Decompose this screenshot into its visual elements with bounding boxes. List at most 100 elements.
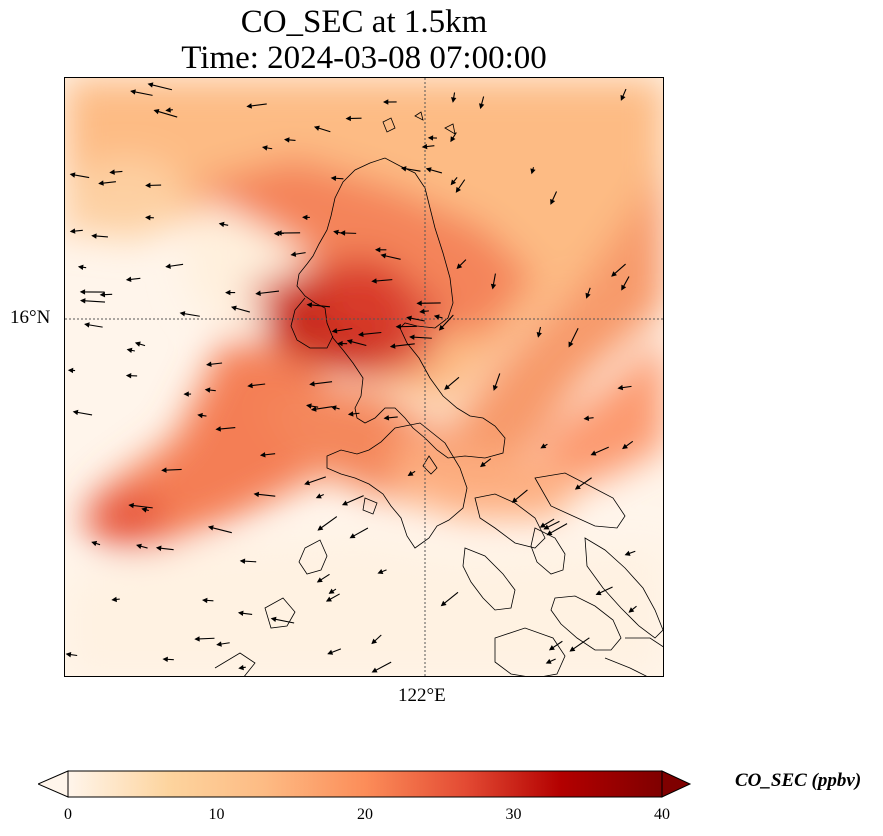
colorbar-tick-label: 30: [505, 806, 522, 823]
wind-arrow-head: [230, 305, 237, 311]
wind-arrow-head: [72, 409, 79, 416]
wind-arrow-head: [492, 384, 498, 391]
wind-arrow-head: [306, 403, 312, 409]
wind-arrow-head: [79, 289, 86, 295]
wind-arrow-head: [337, 340, 343, 347]
wind-vectors: [65, 82, 637, 673]
colorbar-label: CO_SEC (ppbv): [735, 770, 862, 791]
wind-arrow-head: [67, 367, 74, 374]
wind-arrow-head: [99, 291, 106, 298]
wind-arrow-head: [374, 247, 381, 253]
wind-arrow-head: [620, 94, 626, 101]
coastlines: [214, 111, 663, 676]
wind-arrow-head: [438, 324, 445, 331]
colorbar: [38, 770, 692, 798]
wind-arrow-head: [380, 253, 387, 259]
wind-arrow-head: [341, 500, 348, 506]
wind-arrow-head: [216, 641, 222, 647]
wind-arrow-head: [349, 533, 356, 539]
wind-arrow-head: [621, 284, 627, 291]
wind-arrow-head: [546, 530, 553, 536]
wind-arrow-head: [197, 412, 203, 419]
wind-arrow-head: [130, 89, 136, 95]
wind-arrow-head: [389, 343, 396, 349]
wind-arrow-head: [585, 292, 591, 299]
wind-arrow-head: [309, 381, 315, 387]
wind-arrow-head: [317, 525, 324, 531]
wind-arrow-head: [125, 372, 132, 379]
wind-arrow-head: [109, 169, 115, 175]
colorbar-tick-label: 20: [357, 806, 373, 823]
wind-arrow-head: [237, 610, 244, 617]
wind-arrow-head: [246, 103, 252, 109]
wind-arrow-head: [69, 228, 76, 234]
wind-arrow-head: [270, 616, 277, 623]
wind-arrow-head: [290, 251, 297, 257]
wind-arrow-head: [284, 137, 290, 143]
wind-arrow-head: [421, 143, 428, 150]
wind-arrow-head: [327, 649, 334, 655]
latitude-gridline-label: 16°N: [10, 307, 51, 328]
longitude-gridline-label: 122°E: [398, 685, 446, 706]
wind-arrow-head: [371, 638, 378, 645]
wind-arrow-head: [155, 545, 162, 551]
wind-arrow-head: [165, 263, 171, 269]
wind-arrow-head: [407, 470, 414, 477]
wind-arrow-head: [328, 588, 335, 594]
wind-arrow-head: [550, 198, 556, 205]
wind-arrow-head: [141, 507, 148, 513]
wind-arrow-head: [91, 233, 97, 239]
wind-arrow-head: [333, 229, 339, 236]
wind-arrow-head: [306, 302, 313, 308]
wind-arrow-head: [201, 597, 208, 604]
wind-arrow-head: [622, 443, 628, 450]
wind-arrow-head: [480, 461, 486, 468]
wind-arrow-head: [425, 167, 432, 173]
wind-arrow-head: [406, 315, 412, 321]
wind-arrow-head: [128, 502, 134, 509]
wind-arrow-head: [574, 484, 581, 490]
wind-arrow-head: [259, 452, 266, 458]
wind-arrow-head: [253, 491, 260, 498]
map-title-line2: Time: 2024-03-08 07:00:00: [181, 40, 547, 76]
colorbar-gradient: [67, 770, 663, 798]
wind-arrow-head: [371, 667, 378, 673]
wind-arrow-head: [80, 298, 86, 304]
wind-arrow-head: [382, 99, 389, 105]
wind-arrow-head: [383, 415, 390, 421]
wind-arrow-head: [84, 322, 90, 328]
wind-arrow-head: [204, 387, 211, 393]
wind-arrow-head: [345, 115, 351, 122]
wind-arrow-head: [395, 323, 401, 330]
wind-arrow-head: [304, 480, 311, 486]
wind-arrow-head: [440, 600, 447, 607]
wind-arrow-head: [427, 135, 434, 141]
wind-arrow-head: [247, 382, 253, 389]
wind-arrow-head: [511, 497, 518, 503]
wind-arrow-head: [400, 166, 407, 172]
colorbar-tick-label: 10: [208, 806, 225, 823]
wind-arrow-head: [111, 596, 117, 603]
wind-arrow-head: [330, 405, 337, 411]
wind-arrow-head: [134, 341, 141, 347]
wind-arrow-head: [218, 221, 225, 228]
wind-arrow-head: [330, 175, 337, 181]
wind-arrow-head: [450, 136, 456, 143]
wind-arrow-head: [316, 577, 323, 583]
wind-arrow-head: [206, 361, 212, 367]
wind-arrow-head: [145, 182, 151, 189]
wind-arrow-head: [455, 186, 461, 193]
wind-arrow-head: [91, 540, 98, 547]
wind-arrow-head: [617, 384, 624, 391]
wind-arrow-head: [568, 341, 574, 348]
wind-arrow-head: [313, 125, 320, 131]
wind-arrow-head: [255, 290, 261, 296]
wind-arrow-head: [238, 664, 244, 671]
map-title-line1: CO_SEC at 1.5km: [240, 4, 488, 40]
wind-arrow-head: [183, 391, 189, 397]
wind-arrow-head: [451, 97, 457, 103]
wind-arrow-head: [530, 168, 536, 175]
wind-arrow-head: [69, 172, 76, 178]
wind-arrow-head: [179, 311, 186, 317]
wind-arrow-head: [358, 331, 364, 338]
